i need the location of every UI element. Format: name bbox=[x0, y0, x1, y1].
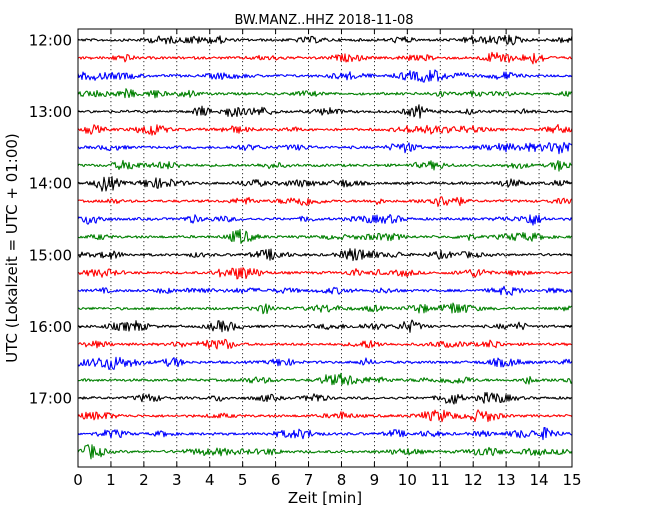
x-tick-label: 1 bbox=[106, 471, 116, 489]
y-tick-label: 16:00 bbox=[29, 318, 72, 336]
seismic-trace bbox=[77, 213, 573, 226]
x-tick-label: 11 bbox=[431, 471, 450, 489]
seismic-trace bbox=[77, 228, 573, 244]
seismic-trace bbox=[77, 104, 573, 119]
seismic-trace bbox=[77, 69, 573, 83]
y-tick-label: 13:00 bbox=[29, 103, 72, 121]
seismic-trace bbox=[77, 248, 573, 262]
x-tick-label: 14 bbox=[530, 471, 549, 489]
plot-frame bbox=[77, 28, 573, 468]
x-tick-label: 8 bbox=[337, 471, 347, 489]
seismic-trace bbox=[77, 391, 573, 405]
x-axis-ticks: 0 1 2 3 4 5 6 7 8 9 10 11 12 13 14 15 bbox=[73, 29, 582, 489]
y-tick-label: 12:00 bbox=[29, 32, 72, 50]
seismic-trace bbox=[77, 338, 573, 350]
seismic-trace bbox=[77, 267, 573, 280]
seismic-trace bbox=[77, 285, 573, 296]
x-grid bbox=[110, 29, 540, 467]
seismic-trace bbox=[77, 141, 573, 155]
x-tick-label: 3 bbox=[172, 471, 182, 489]
x-tick-label: 5 bbox=[238, 471, 248, 489]
seismic-trace bbox=[77, 176, 573, 192]
x-tick-label: 4 bbox=[205, 471, 215, 489]
seismic-trace bbox=[77, 196, 573, 207]
x-tick-label: 10 bbox=[398, 471, 417, 489]
x-tick-label: 2 bbox=[139, 471, 149, 489]
seismic-trace bbox=[77, 123, 573, 136]
seismic-trace bbox=[77, 356, 573, 370]
seismic-trace bbox=[77, 34, 573, 46]
chart-title: BW.MANZ..HHZ 2018-11-08 bbox=[234, 13, 413, 28]
x-axis-label: Zeit [min] bbox=[288, 489, 362, 507]
seismic-trace bbox=[77, 444, 573, 460]
seismic-trace bbox=[77, 88, 573, 99]
seismic-trace bbox=[77, 159, 573, 172]
y-axis-ticks: 12:00 13:00 14:00 15:00 16:00 17:00 bbox=[29, 32, 572, 408]
seismic-trace bbox=[77, 319, 573, 333]
seismic-trace bbox=[77, 427, 573, 441]
y-tick-label: 15:00 bbox=[29, 246, 72, 264]
seismic-trace bbox=[77, 409, 573, 423]
x-tick-label: 12 bbox=[464, 471, 483, 489]
y-axis-label: UTC (Lokalzeit = UTC + 01:00) bbox=[3, 133, 21, 363]
x-tick-label: 15 bbox=[562, 471, 581, 489]
trace-group bbox=[77, 34, 573, 460]
x-tick-label: 0 bbox=[73, 471, 83, 489]
seismic-trace bbox=[77, 372, 573, 386]
x-tick-label: 9 bbox=[370, 471, 380, 489]
seismic-trace bbox=[77, 51, 573, 65]
y-tick-label: 14:00 bbox=[29, 175, 72, 193]
x-tick-label: 6 bbox=[271, 471, 281, 489]
y-tick-label: 17:00 bbox=[29, 390, 72, 408]
x-tick-label: 7 bbox=[304, 471, 314, 489]
seismic-trace bbox=[77, 302, 573, 315]
x-tick-label: 13 bbox=[497, 471, 516, 489]
